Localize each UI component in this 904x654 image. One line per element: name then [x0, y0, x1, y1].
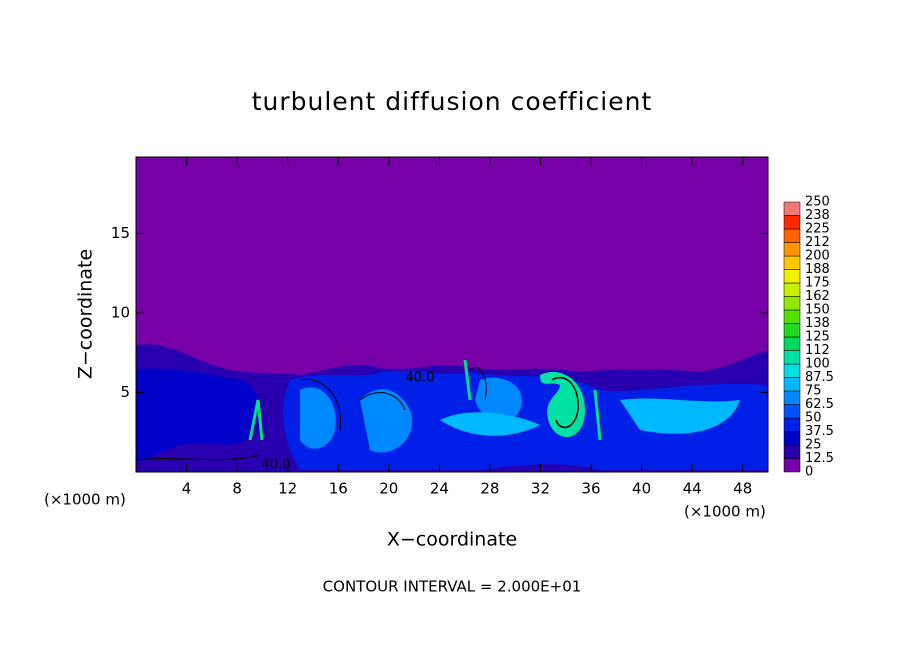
colorbar-bin — [783, 458, 801, 473]
field — [136, 157, 768, 472]
x-tick-label: 24 — [430, 480, 449, 498]
x-tick-label: 8 — [232, 480, 242, 498]
y-tick-label: 5 — [120, 383, 130, 401]
colorbar-label: 175 — [805, 276, 830, 291]
colorbar-label: 87.5 — [805, 370, 834, 385]
contour-label: 40.0 — [262, 458, 291, 473]
colorbar-bin — [783, 242, 801, 257]
contour-note: CONTOUR INTERVAL = 2.000E+01 — [323, 578, 582, 596]
colorbar-label: 200 — [805, 249, 830, 264]
colorbar-bin — [783, 350, 801, 365]
y-tick-label: 15 — [111, 224, 130, 242]
colorbar-label: 0 — [805, 465, 813, 480]
colorbar-bin — [783, 336, 801, 351]
colorbar-bin — [783, 431, 801, 446]
colorbar-bin — [783, 404, 801, 419]
chart-title: turbulent diffusion coefficient — [252, 87, 653, 116]
colorbar-label: 62.5 — [805, 397, 834, 412]
x-tick-label: 4 — [182, 480, 192, 498]
x-axis-label: X−coordinate — [387, 529, 517, 551]
colorbar-bin — [783, 201, 801, 216]
colorbar-label: 100 — [805, 357, 830, 372]
y-tick-label: 10 — [111, 303, 130, 321]
colorbar-label: 12.5 — [805, 451, 834, 466]
colorbar-label: 112 — [805, 343, 830, 358]
colorbar-label: 150 — [805, 303, 830, 318]
colorbar-bin — [783, 377, 801, 392]
colorbar-label: 50 — [805, 411, 822, 426]
x-unit-right: (×1000 m) — [684, 503, 766, 521]
x-tick-label: 48 — [733, 480, 752, 498]
colorbar-bin — [783, 444, 801, 459]
colorbar-bin — [783, 228, 801, 243]
x-tick-label: 40 — [632, 480, 651, 498]
x-tick-label: 44 — [683, 480, 702, 498]
colorbar-bin — [783, 323, 801, 338]
colorbar-label: 188 — [805, 262, 830, 277]
colorbar-label: 37.5 — [805, 424, 834, 439]
contour-label: 40.0 — [406, 371, 435, 386]
colorbar-bin — [783, 215, 801, 230]
plot-frame — [135, 156, 769, 473]
colorbar-label: 138 — [805, 316, 830, 331]
x-tick-label: 20 — [379, 480, 398, 498]
colorbar-label: 162 — [805, 289, 830, 304]
colorbar-bin — [783, 390, 801, 405]
x-tick-label: 36 — [581, 480, 600, 498]
colorbar-bin — [783, 363, 801, 378]
colorbar-bin — [783, 282, 801, 297]
colorbar-bin — [783, 296, 801, 311]
colorbar-bin — [783, 309, 801, 324]
x-tick-label: 32 — [531, 480, 550, 498]
colorbar-label: 250 — [805, 195, 830, 210]
y-axis-label: Z−coordinate — [75, 249, 97, 379]
colorbar-label: 212 — [805, 235, 830, 250]
colorbar-label: 75 — [805, 384, 822, 399]
colorbar-label: 25 — [805, 438, 822, 453]
x-unit-left: (×1000 m) — [44, 491, 126, 509]
colorbar-label: 238 — [805, 208, 830, 223]
colorbar-bin — [783, 417, 801, 432]
colorbar-label: 125 — [805, 330, 830, 345]
x-tick-label: 28 — [480, 480, 499, 498]
x-tick-label: 12 — [278, 480, 297, 498]
colorbar-label: 225 — [805, 222, 830, 237]
colorbar-bin — [783, 255, 801, 270]
x-tick-label: 16 — [329, 480, 348, 498]
colorbar-bin — [783, 269, 801, 284]
